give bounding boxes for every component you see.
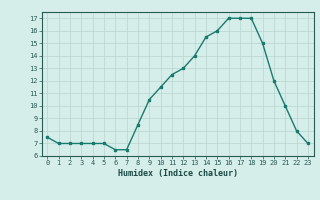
X-axis label: Humidex (Indice chaleur): Humidex (Indice chaleur): [118, 169, 237, 178]
